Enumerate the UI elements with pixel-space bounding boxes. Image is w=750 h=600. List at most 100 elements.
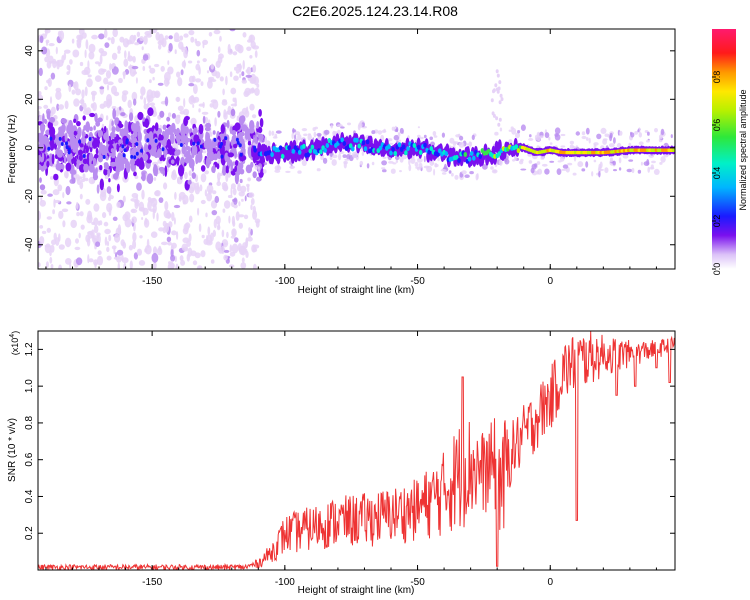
heatmap-cell <box>461 170 467 175</box>
heatmap-cell <box>208 141 213 152</box>
heatmap-cell <box>254 50 258 58</box>
heatmap-cell <box>363 146 368 152</box>
heatmap-cell <box>217 172 221 181</box>
heatmap-cell <box>248 127 255 134</box>
heatmap-cell <box>528 160 533 164</box>
heatmap-cell <box>549 160 555 163</box>
heatmap-cell <box>187 146 191 153</box>
heatmap-cell <box>87 74 92 78</box>
heatmap-cell <box>185 112 189 117</box>
heatmap-cell <box>59 30 65 41</box>
heatmap-cell <box>137 111 144 121</box>
heatmap-cell <box>267 141 271 146</box>
heatmap-cell <box>73 118 77 124</box>
heatmap-cell <box>103 168 108 176</box>
heatmap-cell <box>116 255 122 263</box>
heatmap-cell <box>142 54 149 61</box>
heatmap-cell <box>232 220 236 227</box>
heatmap-cell <box>103 221 109 227</box>
heatmap-cell <box>248 88 256 94</box>
x-tick-label: -150 <box>142 577 162 588</box>
heatmap-cell <box>119 128 126 137</box>
heatmap-cell <box>188 29 195 36</box>
heatmap-cell <box>246 46 252 52</box>
heatmap-cell <box>593 159 597 163</box>
heatmap-cell <box>429 146 434 152</box>
heatmap-cell <box>289 153 294 159</box>
heatmap-cell <box>608 143 615 148</box>
heatmap-cell <box>98 149 102 160</box>
heatmap-cell <box>132 71 138 75</box>
heatmap-cell <box>258 138 265 143</box>
heatmap-cell <box>572 172 577 176</box>
heatmap-cell <box>323 129 330 135</box>
heatmap-cell <box>99 220 103 226</box>
heatmap-cell <box>348 143 353 149</box>
heatmap-cell <box>149 67 156 74</box>
heatmap-cell <box>146 173 154 185</box>
heatmap-cell <box>150 142 156 149</box>
heatmap-cell <box>184 171 188 180</box>
heatmap-cell <box>399 170 402 173</box>
heatmap-cell <box>112 108 117 120</box>
heatmap-cell <box>202 150 207 154</box>
heatmap-cell <box>244 195 247 202</box>
heatmap-cell <box>85 145 89 154</box>
heatmap-cell <box>39 184 46 191</box>
heatmap-cell <box>152 262 157 269</box>
heatmap-cell <box>166 80 170 85</box>
heatmap-cell <box>491 111 495 116</box>
heatmap-cell <box>371 130 376 135</box>
snr-multiplier-label: (x104) <box>9 331 20 355</box>
x-tick-label: -50 <box>410 276 425 287</box>
heatmap-cell <box>58 264 62 269</box>
heatmap-cell <box>499 93 503 98</box>
x-tick-label: -100 <box>275 276 295 287</box>
heatmap-cell <box>179 143 183 147</box>
heatmap-cell <box>90 229 95 239</box>
heatmap-cell <box>149 208 157 212</box>
heatmap-cell <box>227 152 234 158</box>
heatmap-cell <box>247 177 251 182</box>
heatmap-cell <box>316 168 321 172</box>
heatmap-cell <box>164 129 169 135</box>
heatmap-cell <box>204 170 210 175</box>
heatmap-cell <box>191 148 195 159</box>
heatmap-cell <box>90 103 94 109</box>
heatmap-cell <box>307 134 312 141</box>
heatmap-cell <box>637 129 640 133</box>
heatmap-cell <box>43 104 49 109</box>
x-tick-label: -50 <box>410 577 425 588</box>
heatmap-cell <box>75 238 79 244</box>
heatmap-cell <box>66 64 71 71</box>
heatmap-cell <box>144 217 148 225</box>
heatmap-cell <box>212 229 216 237</box>
heatmap-cell <box>181 160 185 166</box>
heatmap-cell <box>539 135 544 139</box>
heatmap-cell <box>83 125 87 131</box>
heatmap-cell <box>598 168 604 171</box>
heatmap-cell <box>89 112 96 118</box>
heatmap-cell <box>129 260 133 269</box>
heatmap-cell <box>139 157 144 166</box>
heatmap-cell <box>398 139 401 142</box>
heatmap-cell <box>222 164 227 176</box>
heatmap-cell <box>50 264 54 269</box>
heatmap-cell <box>211 79 217 82</box>
heatmap-cell <box>152 76 155 81</box>
heatmap-cell <box>130 154 134 159</box>
y-tick-label: 0.4 <box>24 489 35 503</box>
heatmap-cell <box>361 140 366 146</box>
heatmap-cell <box>560 155 565 162</box>
heatmap-cell <box>129 158 135 166</box>
y-tick-label: 20 <box>24 93 35 105</box>
heatmap-cell <box>233 204 238 209</box>
heatmap-cell <box>135 120 140 127</box>
heatmap-cell <box>181 60 187 68</box>
heatmap-cell <box>198 266 201 269</box>
colorbar-title: Normalized spectral amplitude <box>738 89 748 210</box>
heatmap-cell <box>126 161 131 174</box>
heatmap-cell <box>241 79 247 84</box>
heatmap-cell <box>585 137 589 141</box>
heatmap-cell <box>157 82 164 86</box>
